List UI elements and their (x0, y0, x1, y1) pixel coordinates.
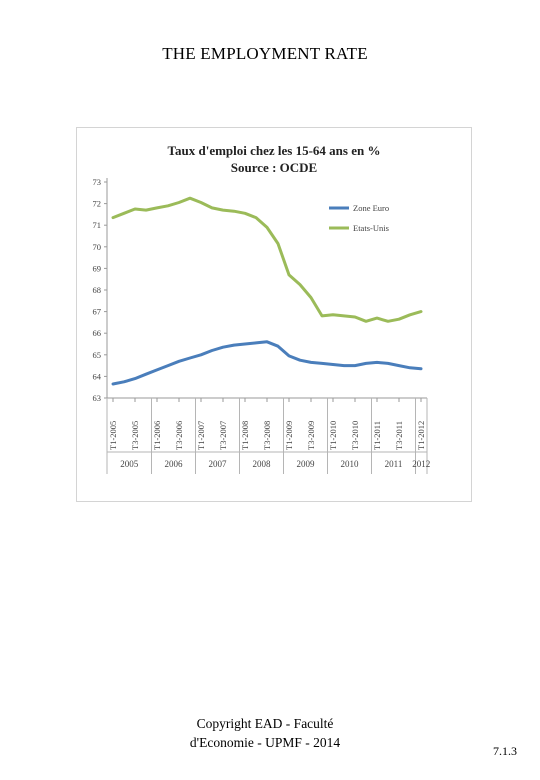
y-tick-label: 68 (93, 285, 102, 295)
axes: 73 72 71 70 69 68 67 66 65 64 63 T1-2005 T3-2005 T1-2… (93, 177, 430, 474)
x-tick-label: T1-2007 (196, 421, 206, 450)
y-tick-label: 66 (93, 328, 102, 338)
chart-frame: Taux d'emploi chez les 15-64 ans en % So… (76, 127, 472, 502)
legend-label: Zone Euro (353, 203, 389, 213)
year-label: 2009 (297, 459, 316, 469)
year-label: 2007 (209, 459, 228, 469)
chart-title: Taux d'emploi chez les 15-64 ans en % (168, 143, 381, 158)
x-tick-label: T1-2009 (284, 421, 294, 450)
x-tick-label: T1-2010 (328, 421, 338, 450)
year-label: 2012 (412, 459, 430, 469)
page-title: THE EMPLOYMENT RATE (162, 44, 368, 63)
x-tick-label: T1-2008 (240, 421, 250, 450)
y-tick-label: 72 (93, 199, 102, 209)
series-line-etats-unis (111, 196, 423, 323)
x-tick-label: T1-2011 (372, 421, 382, 450)
year-label: 2008 (253, 459, 272, 469)
chart-subtitle: Source : OCDE (231, 160, 317, 175)
page-number: 7.1.3 (493, 744, 517, 758)
year-label: 2006 (165, 459, 184, 469)
x-tick-label: T1-2012 (416, 421, 426, 450)
x-tick-label: T3-2005 (130, 421, 140, 450)
series-lines (111, 196, 423, 386)
y-tick-label: 67 (93, 307, 102, 317)
chart-legend: Zone Euro Etats-Unis (329, 203, 389, 233)
footer: Copyright EAD - Faculté d'Economie - UPM… (150, 714, 380, 752)
year-label: 2005 (120, 459, 139, 469)
x-tick-label: T3-2009 (306, 421, 316, 450)
x-tick-label: T3-2007 (218, 421, 228, 450)
x-tick-label: T1-2006 (152, 421, 162, 450)
y-tick-label: 70 (93, 242, 102, 252)
x-tick-label: T1-2005 (108, 421, 118, 450)
y-tick-label: 71 (93, 220, 102, 230)
y-tick-label: 69 (93, 263, 102, 273)
x-tick-label: T3-2006 (174, 421, 184, 450)
employment-rate-chart: Taux d'emploi chez les 15-64 ans en % So… (93, 143, 430, 474)
x-tick-label: T3-2008 (262, 421, 272, 450)
y-tick-label: 65 (93, 350, 102, 360)
y-tick-label: 63 (93, 393, 102, 403)
y-tick-label: 73 (93, 177, 102, 187)
x-tick-label: T3-2011 (394, 421, 404, 450)
year-label: 2010 (341, 459, 360, 469)
footer-copyright: Copyright EAD - Faculté (196, 716, 334, 731)
series-line-zone-euro (111, 340, 423, 386)
year-label: 2011 (385, 459, 403, 469)
legend-label: Etats-Unis (353, 223, 389, 233)
footer-institution: d'Economie - UPMF - 2014 (189, 735, 341, 750)
x-tick-label: T3-2010 (350, 421, 360, 450)
y-tick-label: 64 (93, 371, 102, 381)
